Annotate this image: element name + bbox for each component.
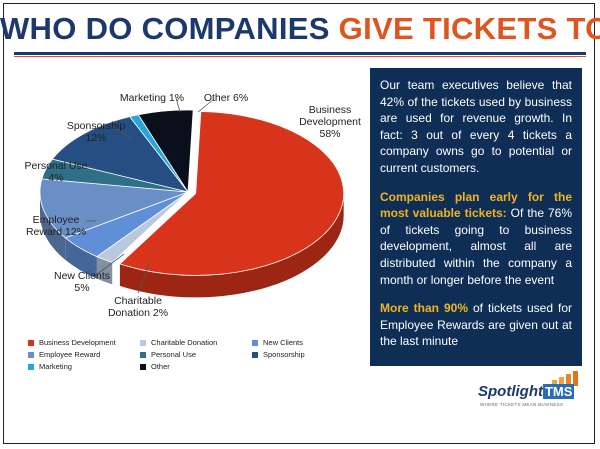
pie-chart — [39, 97, 345, 298]
legend-swatch — [252, 339, 258, 346]
leader-line-new-clients — [95, 253, 125, 276]
legend-swatch — [140, 363, 146, 370]
panel-highlight-2: Companies plan early for the most valuab… — [380, 189, 572, 221]
leader-line-sponsorship — [113, 126, 133, 140]
legend-item-charitable-donation: Charitable Donation — [140, 338, 217, 347]
legend-label: Charitable Donation — [151, 338, 218, 347]
pie-label-personal-use: Personal Use 4% — [24, 160, 88, 184]
logo-tms: TMS — [542, 384, 575, 399]
legend-label: Personal Use — [151, 350, 197, 359]
logo-wordmark: Spotlight TMS — [478, 383, 575, 400]
legend-item-business-development: Business Development — [28, 338, 116, 347]
bar-graph-icon — [552, 371, 578, 386]
pie-label-new-clients: New Clients 5% — [53, 270, 111, 294]
legend-label: New Clients — [263, 338, 304, 347]
pie-slice-other — [137, 109, 194, 194]
pie-wall-new-clients — [65, 237, 97, 279]
panel-highlight-3: More than 90% — [380, 301, 468, 316]
legend-label: Employee Reward — [39, 350, 101, 359]
info-panel: Our team executives believe that 42% of … — [370, 68, 582, 366]
pie-slice-sponsorship — [51, 116, 190, 193]
pie-slice-business-development — [119, 111, 345, 276]
legend-item-other: Other — [140, 362, 170, 371]
legend-swatch — [140, 339, 146, 346]
panel-paragraph-1: Our team executives believe that 42% of … — [380, 78, 572, 175]
title-rule-accent — [14, 56, 586, 57]
page-title: WHO DO COMPANIES GIVE TICKETS TO? — [0, 12, 600, 46]
spotlight-logo: Spotlight TMS WHERE TICKETS MEAN BUSINESS — [478, 370, 588, 414]
pie-wall-employee-reward — [40, 192, 66, 260]
legend-label: Marketing — [39, 362, 72, 371]
legend-swatch — [252, 351, 258, 358]
leader-line-personal-use — [81, 164, 97, 169]
pie-wall-business-development — [119, 193, 344, 298]
title-part-1: WHO DO COMPANIES — [0, 11, 330, 46]
pie-label-employee-reward: Employee Reward 12% — [25, 214, 87, 238]
legend-swatch — [28, 363, 34, 370]
legend-label: Other — [151, 362, 170, 371]
panel-text-3: of tickets used for Employee Rewards are… — [380, 301, 572, 349]
pie-label-other: Other 6% — [203, 92, 249, 104]
pie-label-sponsorship: Sponsorship 12% — [66, 120, 126, 144]
legend-swatch — [28, 351, 34, 358]
legend-swatch — [28, 339, 34, 346]
panel-text-2: Of the 76% of tickets going to business … — [380, 206, 572, 287]
pie-label-marketing: Marketing 1% — [119, 92, 185, 104]
leader-line-marketing — [175, 97, 181, 113]
leader-line-other — [197, 98, 215, 113]
title-part-2: GIVE TICKETS TO? — [338, 11, 600, 46]
legend-label: Business Development — [39, 338, 116, 347]
leader-line-charitable-donation — [137, 261, 151, 294]
pie-label-charitable-donation: Charitable Donation 2% — [107, 295, 169, 319]
legend-label: Sponsorship — [263, 350, 305, 359]
panel-paragraph-2: Companies plan early for the most valuab… — [380, 189, 572, 289]
title-rule — [14, 52, 586, 55]
pie-slice-employee-reward — [39, 178, 189, 239]
legend-swatch — [140, 351, 146, 358]
logo-tagline: WHERE TICKETS MEAN BUSINESS — [480, 402, 564, 407]
legend-item-new-clients: New Clients — [252, 338, 303, 347]
panel-paragraph-3: More than 90% of tickets used for Employ… — [380, 300, 572, 350]
pie-wall-charitable-donation — [96, 256, 113, 285]
legend-item-personal-use: Personal Use — [140, 350, 196, 359]
pie-label-business-development: Business Development 58% — [299, 104, 361, 140]
legend-item-marketing: Marketing — [28, 362, 72, 371]
legend-item-employee-reward: Employee Reward — [28, 350, 100, 359]
legend-item-sponsorship: Sponsorship — [252, 350, 305, 359]
